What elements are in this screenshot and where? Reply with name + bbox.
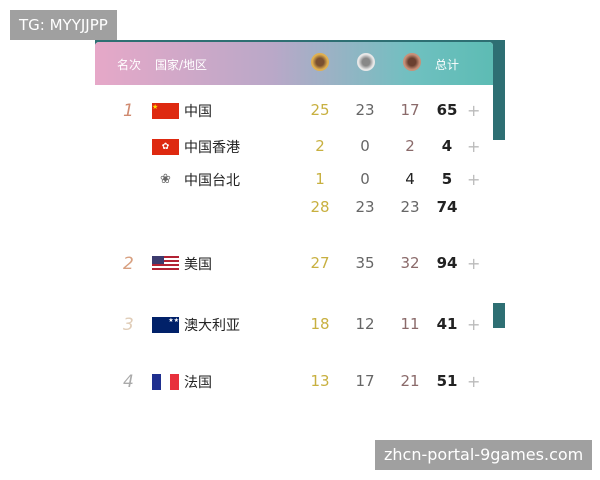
france-flag-icon (152, 374, 179, 390)
silver-count: 23 (355, 101, 375, 119)
total-count: 94 (436, 254, 458, 272)
bronze-count: 21 (400, 372, 420, 390)
table-header: 名次 国家/地区 总计 (95, 42, 493, 85)
gold-medal-icon (311, 53, 329, 71)
rank: 1 (123, 101, 134, 121)
total-count: 5 (441, 170, 453, 188)
table-row[interactable]: 2 美国 27 35 32 94 + (95, 252, 505, 276)
silver-medal-icon (357, 53, 375, 71)
total-count: 74 (436, 198, 458, 216)
country-name: 中国香港 (184, 140, 240, 156)
rank: 2 (123, 254, 134, 274)
gold-count: 18 (310, 315, 330, 333)
country-name: 中国 (184, 104, 212, 120)
rank: 4 (123, 372, 134, 392)
usa-flag-icon (152, 256, 179, 272)
table-row[interactable]: 4 法国 13 17 21 51 + (95, 370, 505, 394)
expand-button[interactable]: + (467, 315, 481, 334)
total-count: 41 (436, 315, 458, 333)
bronze-count: 2 (405, 137, 415, 155)
bronze-count: 17 (400, 101, 420, 119)
bronze-count: 32 (400, 254, 420, 272)
gold-count: 1 (315, 170, 325, 188)
country-name: 中国台北 (184, 173, 240, 189)
silver-count: 0 (360, 137, 370, 155)
chinese-taipei-flag-icon: ❀ (160, 172, 171, 187)
total-count: 4 (441, 137, 453, 155)
country-name: 法国 (184, 375, 212, 391)
china-flag-icon: ★ (152, 103, 179, 119)
silver-count: 23 (355, 198, 375, 216)
expand-button[interactable]: + (467, 372, 481, 391)
gold-count: 13 (310, 372, 330, 390)
australia-flag-icon: ★★ (152, 317, 179, 333)
total-count: 51 (436, 372, 458, 390)
bronze-count: 4 (405, 170, 415, 188)
gold-count: 2 (315, 137, 325, 155)
bronze-count: 23 (400, 198, 420, 216)
subtotal-row: 28 23 23 74 (95, 196, 505, 220)
silver-count: 17 (355, 372, 375, 390)
table-row[interactable]: 3 ★★ 澳大利亚 18 12 11 41 + (95, 313, 505, 337)
bronze-medal-icon (403, 53, 421, 71)
hong-kong-flag-icon: ✿ (152, 139, 179, 155)
rank: 3 (123, 315, 134, 335)
table-row[interactable]: 1 ★ 中国 25 23 17 65 + (95, 99, 505, 123)
country-name: 美国 (184, 257, 212, 273)
background-decoration (492, 303, 505, 328)
bronze-count: 11 (400, 315, 420, 333)
overlay-label-top: TG: MYYJJPP (10, 10, 117, 40)
table-row[interactable]: ❀ 中国台北 1 0 4 5 + (95, 168, 505, 192)
expand-button[interactable]: + (467, 137, 481, 156)
rank-header: 名次 (117, 58, 142, 72)
silver-count: 0 (360, 170, 370, 188)
table-row[interactable]: ✿ 中国香港 2 0 2 4 + (95, 135, 505, 159)
silver-count: 35 (355, 254, 375, 272)
country-header: 国家/地区 (155, 58, 208, 72)
gold-count: 28 (310, 198, 330, 216)
country-name: 澳大利亚 (184, 318, 240, 334)
expand-button[interactable]: + (467, 254, 481, 273)
expand-button[interactable]: + (467, 170, 481, 189)
silver-count: 12 (355, 315, 375, 333)
expand-button[interactable]: + (467, 101, 481, 120)
overlay-label-bottom: zhcn-portal-9games.com (375, 440, 593, 470)
gold-count: 27 (310, 254, 330, 272)
gold-count: 25 (310, 101, 330, 119)
total-header: 总计 (435, 58, 460, 72)
total-count: 65 (436, 101, 458, 119)
